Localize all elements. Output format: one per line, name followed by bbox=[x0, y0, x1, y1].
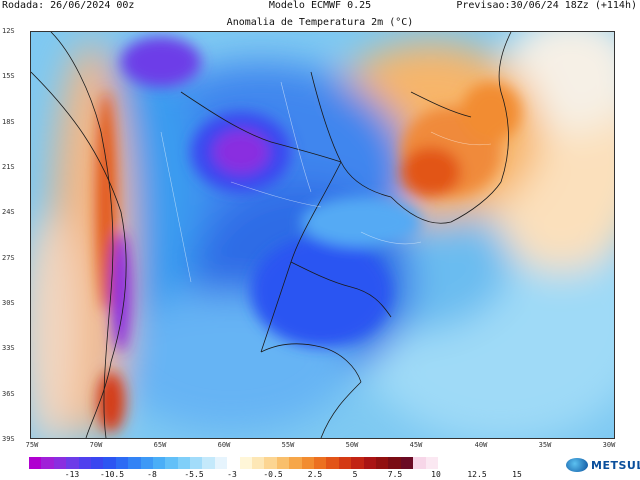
colorbar-cell bbox=[29, 457, 42, 469]
colorbar-cell bbox=[152, 457, 166, 469]
lat-label: 15S bbox=[2, 72, 15, 80]
lon-label: 55W bbox=[281, 441, 295, 449]
lon-label: 50W bbox=[345, 441, 359, 449]
lat-label: 12S bbox=[2, 27, 15, 35]
colorbar-cell bbox=[53, 457, 67, 469]
lat-label: 39S bbox=[2, 435, 15, 443]
lat-label: 18S bbox=[2, 118, 15, 126]
colorbar-cell bbox=[227, 457, 240, 469]
lat-label: 27S bbox=[2, 254, 15, 262]
colorbar-label: -5.5 bbox=[184, 470, 204, 479]
run-time: Rodada: 26/06/2024 00z bbox=[2, 0, 135, 11]
colorbar-label: 10 bbox=[431, 470, 441, 479]
colorbar-label: -0.5 bbox=[263, 470, 283, 479]
logo-text: METSUL bbox=[591, 458, 640, 472]
colorbar-label: 7.5 bbox=[387, 470, 403, 479]
lat-label: 21S bbox=[2, 163, 15, 171]
map-title: Anomalia de Temperatura 2m (°C) bbox=[226, 17, 414, 28]
colorbar-cell bbox=[313, 457, 327, 469]
colorbar-label: -3 bbox=[227, 470, 237, 479]
state-borders bbox=[160, 81, 492, 283]
colorbar-label: 5 bbox=[352, 470, 358, 479]
map-svg bbox=[31, 32, 614, 438]
colorbar-label: -8 bbox=[147, 470, 157, 479]
lon-label: 35W bbox=[538, 441, 552, 449]
colorbar-cell bbox=[239, 457, 253, 469]
colorbar-label: -10.5 bbox=[99, 470, 125, 479]
lon-label: 40W bbox=[474, 441, 488, 449]
colorbar-cell bbox=[66, 457, 79, 469]
colorbar-label: 2.5 bbox=[307, 470, 323, 479]
forecast-time: Previsao:30/06/24 18Zz (+114h) bbox=[456, 0, 637, 11]
colorbar-cell bbox=[128, 457, 141, 469]
colorbar-label: 15 bbox=[512, 470, 522, 479]
colorbar-cell bbox=[103, 457, 116, 469]
colorbar-cell bbox=[326, 457, 339, 469]
colorbar bbox=[29, 457, 438, 469]
globe-icon bbox=[566, 458, 588, 472]
lat-label: 33S bbox=[2, 344, 15, 352]
lon-label: 75W bbox=[25, 441, 39, 449]
colorbar-cell bbox=[264, 457, 277, 469]
colorbar-cell bbox=[202, 457, 215, 469]
colorbar-cell bbox=[165, 457, 178, 469]
colorbar-cell bbox=[425, 457, 438, 469]
colorbar-cell bbox=[301, 457, 314, 469]
lat-label: 30S bbox=[2, 299, 15, 307]
lon-label: 60W bbox=[217, 441, 231, 449]
lon-label: 30W bbox=[602, 441, 616, 449]
colorbar-cell bbox=[413, 457, 426, 469]
colorbar-cell bbox=[41, 457, 54, 469]
colorbar-cell bbox=[400, 457, 414, 469]
colorbar-cell bbox=[276, 457, 290, 469]
lon-label: 70W bbox=[89, 441, 103, 449]
colorbar-cell bbox=[214, 457, 228, 469]
colorbar-cell bbox=[375, 457, 389, 469]
lat-label: 24S bbox=[2, 208, 15, 216]
model-name: Modelo ECMWF 0.25 bbox=[268, 0, 372, 11]
colorbar-cell bbox=[338, 457, 352, 469]
colorbar-cell bbox=[190, 457, 203, 469]
lon-label: 65W bbox=[153, 441, 167, 449]
colorbar-cell bbox=[388, 457, 401, 469]
metsul-logo: METSUL bbox=[566, 458, 640, 472]
colorbar-cell bbox=[363, 457, 376, 469]
colorbar-cell bbox=[115, 457, 129, 469]
colorbar-cell bbox=[252, 457, 265, 469]
colorbar-cell bbox=[289, 457, 302, 469]
country-borders bbox=[31, 32, 512, 438]
colorbar-cell bbox=[90, 457, 104, 469]
anomaly-map bbox=[30, 31, 615, 439]
lon-label: 45W bbox=[409, 441, 423, 449]
colorbar-cell bbox=[177, 457, 191, 469]
colorbar-label: -13 bbox=[64, 470, 80, 479]
lat-label: 36S bbox=[2, 390, 15, 398]
colorbar-label: 12.5 bbox=[467, 470, 487, 479]
colorbar-cell bbox=[78, 457, 91, 469]
colorbar-cell bbox=[351, 457, 364, 469]
colorbar-cell bbox=[140, 457, 153, 469]
